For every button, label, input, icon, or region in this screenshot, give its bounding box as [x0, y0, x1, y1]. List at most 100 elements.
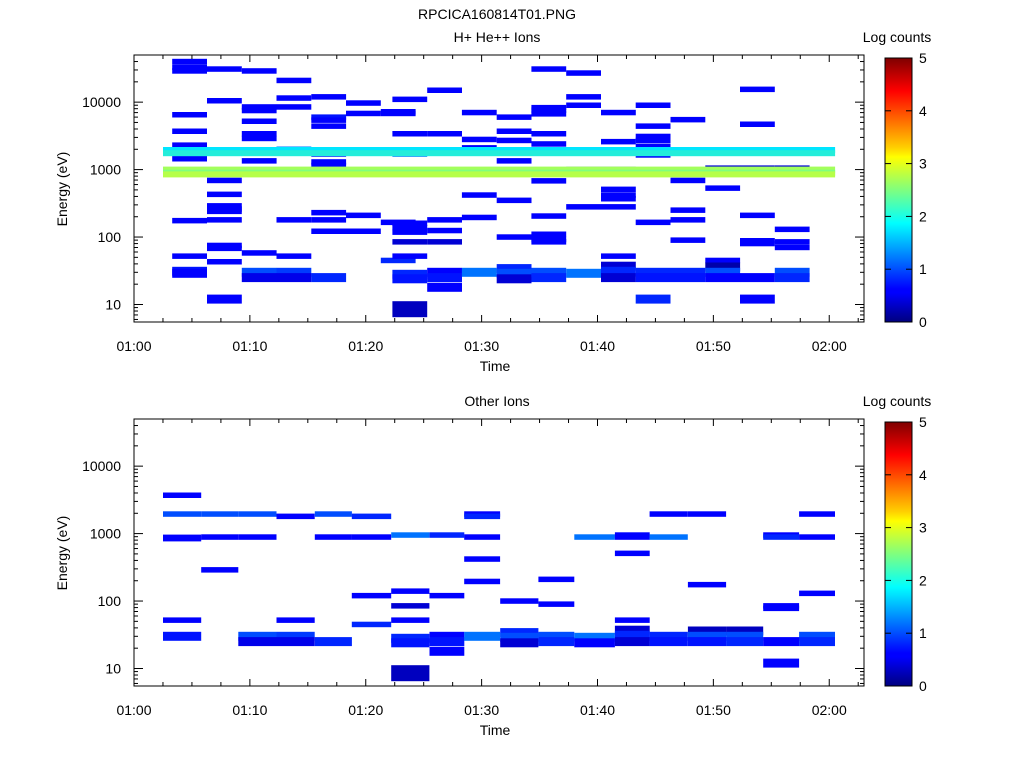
- heatmap-cell: [799, 534, 835, 540]
- heatmap-cell: [531, 231, 567, 237]
- y-axis-label: Energy (eV): [54, 516, 70, 591]
- heatmap-cell: [500, 598, 539, 604]
- y-tick-label: 100: [98, 593, 122, 609]
- heatmap-cell: [391, 532, 430, 538]
- heatmap-cell: [500, 628, 539, 638]
- heatmap-cell: [238, 631, 277, 641]
- heatmap-cell: [276, 104, 312, 110]
- heatmap-cell: [311, 273, 347, 283]
- heatmap-cell: [763, 658, 800, 668]
- y-axis-ticks: 10 100 1000 10000: [82, 425, 864, 684]
- x-tick-label: 01:10: [232, 702, 267, 718]
- heatmap-cell: [601, 109, 636, 116]
- heatmap-cell: [207, 203, 242, 209]
- heatmap-cell: [241, 250, 277, 256]
- colorbar-tick-label: 2: [919, 208, 927, 224]
- heatmap-cell: [276, 267, 312, 277]
- heatmap-cell: [311, 159, 347, 165]
- heatmap-cell: [763, 637, 800, 647]
- heatmap-cell: [311, 217, 347, 223]
- heatmap-cell: [670, 177, 706, 184]
- heatmap-cell: [427, 239, 462, 245]
- heatmap-cell: [311, 117, 347, 123]
- heatmap-cell: [531, 66, 567, 72]
- heatmap-cell: [207, 98, 242, 104]
- heatmap-band: [163, 150, 836, 157]
- heatmap-cell: [601, 192, 636, 198]
- heatmap-band: [163, 147, 836, 153]
- heatmap-cell: [391, 588, 430, 594]
- heatmap-cell: [172, 253, 207, 259]
- panel-title: Other Ions: [464, 393, 529, 409]
- heatmap-cell: [614, 625, 650, 635]
- heatmap-cell: [614, 637, 650, 647]
- heatmap-cell: [241, 104, 277, 110]
- heatmap-cell: [201, 534, 239, 540]
- heatmap-cell: [740, 273, 775, 283]
- heatmap-cell: [172, 68, 207, 74]
- heatmap-cell: [538, 576, 575, 583]
- colorbar-tick-label: 3: [919, 520, 927, 536]
- heatmap-cell: [531, 107, 567, 113]
- heatmap-cell: [574, 632, 615, 642]
- heatmap-cell: [635, 294, 671, 304]
- heatmap-cell: [705, 273, 741, 283]
- heatmap-cell: [538, 631, 575, 641]
- heatmap-cell: [649, 631, 688, 641]
- colorbar-tick-label: 1: [919, 625, 927, 641]
- heatmap-cell: [276, 77, 312, 84]
- heatmap-cell: [635, 143, 671, 150]
- heatmap-cell: [346, 100, 381, 106]
- x-tick-label: 01:20: [348, 702, 383, 718]
- x-tick-label: 01:30: [464, 338, 499, 354]
- heatmap-cell: [726, 637, 764, 647]
- heatmap-cell: [601, 253, 636, 259]
- heatmap-cell: [566, 102, 601, 108]
- colorbar-tick-label: 5: [919, 50, 927, 66]
- heatmap-cell: [799, 637, 835, 647]
- heatmap-cell: [496, 274, 532, 284]
- heatmap-cell: [311, 114, 347, 120]
- heatmap-cell: [276, 637, 315, 647]
- colorbar-tick-label: 1: [919, 261, 927, 277]
- heatmap-cell: [566, 268, 601, 278]
- heatmap-cell: [464, 513, 501, 520]
- heatmap-cell: [566, 94, 601, 100]
- heatmap-cell: [496, 264, 532, 274]
- colorbar-ticks: 0 1 2 3 4 5: [885, 414, 927, 694]
- heatmap-cell: [461, 109, 497, 116]
- heatmap-cell: [172, 156, 207, 162]
- heatmap-cell: [207, 242, 242, 249]
- heatmap-cell: [241, 135, 277, 142]
- heatmap-cell: [241, 68, 277, 74]
- colorbar: [884, 57, 913, 323]
- heatmap-cell: [207, 191, 242, 198]
- heatmap-cell: [538, 637, 575, 647]
- heatmap-cell: [531, 239, 567, 245]
- heatmap-cell: [163, 617, 202, 623]
- heatmap-cell: [670, 237, 706, 243]
- heatmap-cell: [311, 123, 347, 129]
- heatmap-cell: [276, 273, 312, 283]
- heatmap-cell: [351, 621, 392, 628]
- heatmap-cell: [705, 185, 741, 191]
- heatmap-cell: [614, 534, 650, 540]
- heatmap-cell: [346, 110, 381, 117]
- x-axis-ticks: 01:00 01:10 01:20 01:30 01:40 01:50 02:00: [116, 419, 859, 718]
- heatmap-cell: [531, 273, 567, 283]
- heatmap-cell: [799, 631, 835, 641]
- heatmap-cell: [392, 224, 428, 231]
- heatmap-cell: [687, 511, 727, 517]
- heatmap-cell: [172, 64, 207, 70]
- heatmap-cell: [427, 267, 462, 277]
- heatmap-cell: [241, 107, 277, 114]
- heatmap-cell: [687, 637, 727, 647]
- heatmap-cell: [238, 637, 277, 647]
- heatmap-cell: [601, 186, 636, 193]
- heatmap-cell: [763, 534, 800, 540]
- heatmap-cell: [670, 273, 706, 283]
- x-tick-label: 01:50: [696, 702, 731, 718]
- heatmap-cell: [464, 556, 501, 562]
- heatmap-cell: [635, 137, 671, 144]
- heatmap-cell: [614, 617, 650, 623]
